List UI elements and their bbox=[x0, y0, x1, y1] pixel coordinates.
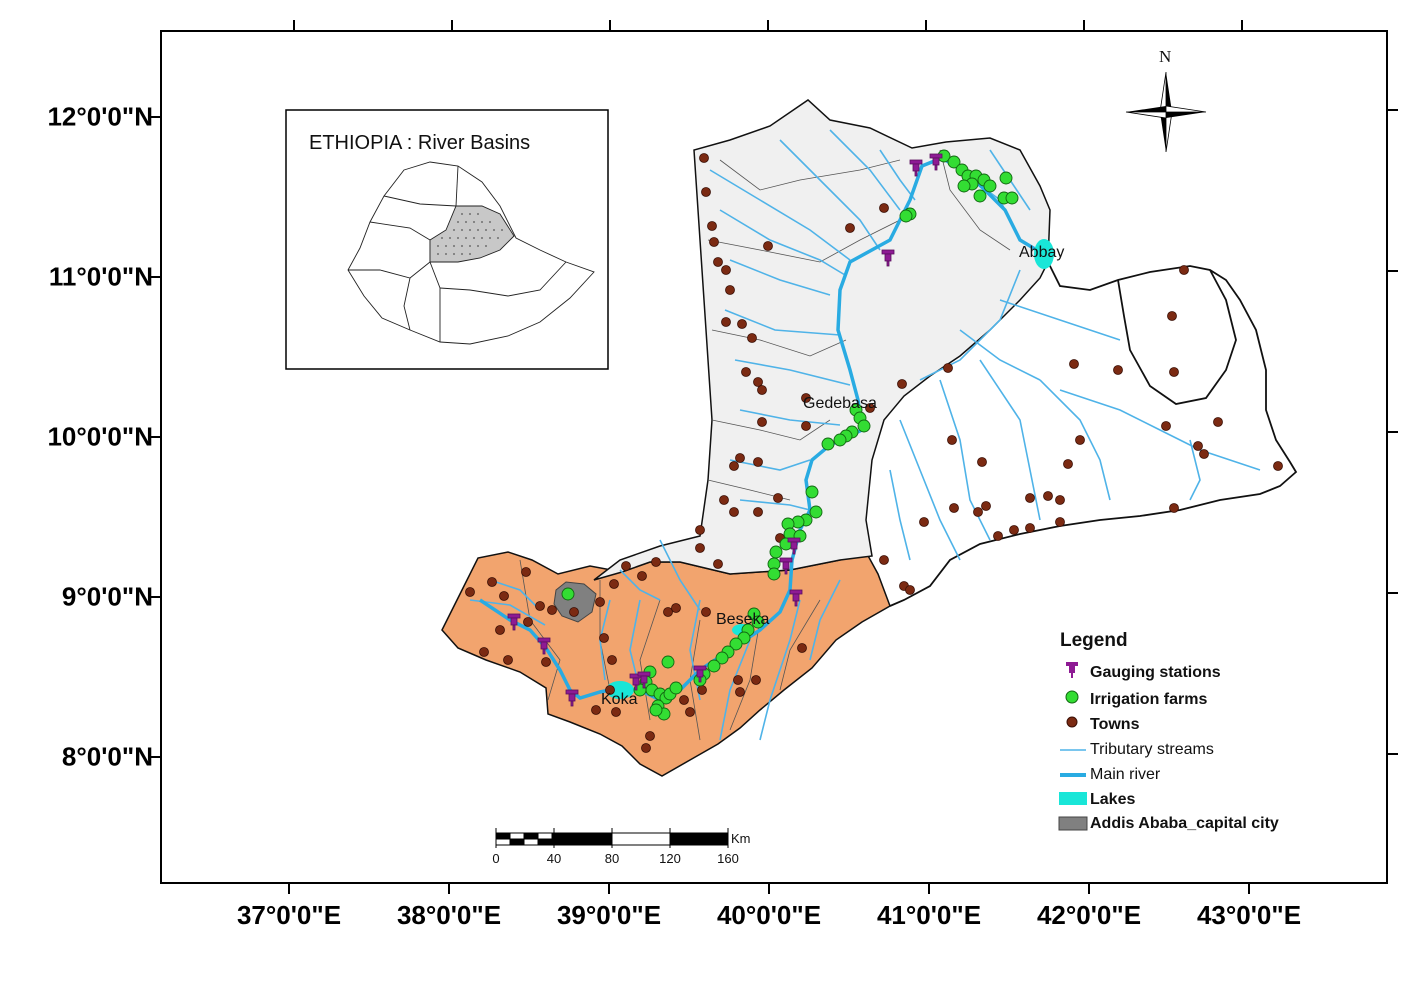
legend-item-capital-city: Addis Ababa_capital city bbox=[1090, 815, 1279, 832]
legend-item-tributary-streams: Tributary streams bbox=[1090, 741, 1214, 758]
legend-item-towns: Towns bbox=[1090, 716, 1140, 733]
legend-item-main-river: Main river bbox=[1090, 766, 1161, 783]
legend-symbol-lake bbox=[1059, 792, 1087, 805]
scale-tick-0: 0 bbox=[492, 851, 500, 866]
place-label-gedebasa: Gedebasa bbox=[803, 395, 877, 412]
north-arrow-icon bbox=[1125, 71, 1207, 153]
place-label-abbay: Abbay bbox=[1019, 244, 1065, 261]
north-label: N bbox=[1159, 47, 1172, 66]
irrigation-farms-layer bbox=[561, 149, 1019, 721]
lon-label-37e: 37°0'0"E bbox=[236, 900, 342, 930]
inset-basin-dots bbox=[437, 213, 503, 255]
inset-ethiopia-map bbox=[347, 161, 595, 345]
legend-symbol-town bbox=[1066, 716, 1078, 728]
lat-label-10n: 10°0'0"N bbox=[47, 421, 153, 452]
lon-label-40e: 40°0'0"E bbox=[716, 900, 822, 930]
legend-symbol-farm bbox=[1065, 690, 1079, 704]
lon-label-43e: 43°0'0"E bbox=[1196, 900, 1302, 930]
lake-koka bbox=[606, 681, 634, 699]
frame-ticks bbox=[150, 20, 1398, 894]
lon-label-38e: 38°0'0"E bbox=[396, 900, 502, 930]
scale-tick-120: 120 bbox=[659, 851, 681, 866]
lat-label-9n: 9°0'0"N bbox=[61, 581, 153, 612]
scale-tick-80: 80 bbox=[604, 851, 620, 866]
lon-label-39e: 39°0'0"E bbox=[556, 900, 662, 930]
scale-unit: Km bbox=[731, 831, 751, 846]
lon-label-41e: 41°0'0"E bbox=[876, 900, 982, 930]
legend-item-lakes: Lakes bbox=[1090, 791, 1136, 808]
tributary-streams bbox=[469, 129, 1261, 741]
legend-item-irrigation-farms: Irrigation farms bbox=[1090, 691, 1208, 708]
scale-bar bbox=[495, 828, 729, 848]
towns-layer bbox=[465, 153, 1283, 753]
place-label-beseka: Beseka bbox=[716, 611, 770, 628]
scale-tick-40: 40 bbox=[546, 851, 562, 866]
legend-title: Legend bbox=[1060, 630, 1128, 651]
lat-label-12n: 12°0'0"N bbox=[47, 101, 153, 132]
legend-symbols bbox=[1058, 662, 1088, 831]
lat-label-8n: 8°0'0"N bbox=[61, 741, 153, 772]
lon-label-42e: 42°0'0"E bbox=[1036, 900, 1142, 930]
scale-tick-160: 160 bbox=[717, 851, 739, 866]
legend-symbol-gauging bbox=[1066, 662, 1078, 678]
legend-symbol-capital bbox=[1058, 816, 1088, 831]
inset-title: ETHIOPIA : River Basins bbox=[309, 132, 531, 154]
lat-label-11n: 11°0'0"N bbox=[48, 261, 153, 292]
gauging-stations-layer bbox=[507, 153, 943, 707]
sub-basin-outline bbox=[1117, 269, 1237, 405]
place-label-koka: Koka bbox=[601, 691, 638, 708]
legend-item-gauging-stations: Gauging stations bbox=[1090, 664, 1221, 681]
upper-basin bbox=[593, 99, 1051, 581]
inset-awash-basin bbox=[429, 205, 515, 263]
lake-abbay bbox=[1034, 239, 1054, 269]
